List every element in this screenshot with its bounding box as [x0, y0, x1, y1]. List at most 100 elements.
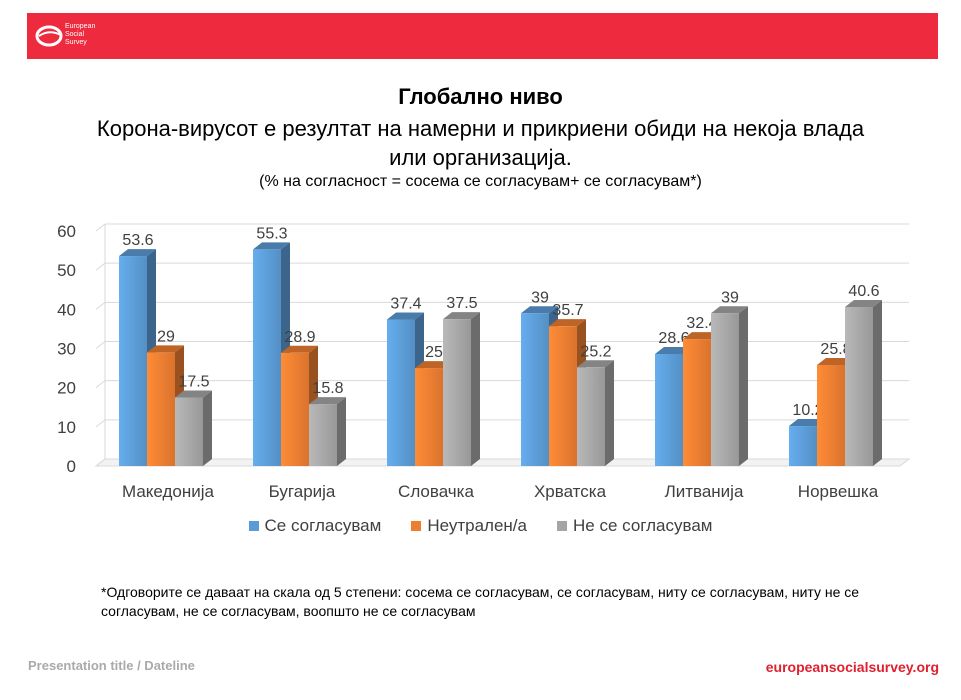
data-label: 10.2	[792, 402, 823, 419]
bar	[683, 339, 711, 466]
bar	[789, 426, 817, 466]
chart-floor	[94, 458, 911, 467]
chart-legend: Се согласувам Неутрален/а Не се согласувам	[0, 516, 961, 536]
bar-chart: 0 10 20 30 40 50 60 53.6 29 17.5 Македонија 55.3 28.…	[57, 222, 911, 501]
data-label: 35.7	[552, 302, 583, 319]
header-banner: European Social Survey	[27, 13, 938, 59]
x-tick-label: Норвешка	[798, 482, 879, 501]
bar	[577, 367, 605, 466]
bar	[711, 313, 739, 466]
y-tick-label: 60	[57, 222, 76, 241]
data-label: 39	[531, 289, 549, 306]
subtitle-line-1: Корона-вирусот е резултат на намерни и п…	[96, 116, 865, 141]
gridline-side	[95, 419, 106, 428]
data-label: 37.4	[390, 296, 421, 313]
y-tick-label: 20	[57, 379, 76, 398]
bar-top	[253, 242, 290, 250]
legend-label: Се согласувам	[264, 516, 382, 535]
x-tick-label: Хрватска	[534, 482, 607, 501]
bar	[655, 353, 683, 466]
bar-side	[739, 306, 748, 466]
data-label: 53.6	[122, 232, 153, 249]
y-tick-label: 50	[57, 261, 76, 280]
chart-note: (% на согласност = сосема се согласувам+…	[259, 173, 702, 190]
legend-label: Неутрален/а	[427, 516, 527, 535]
bar-top	[655, 346, 692, 354]
legend-item: Се согласувам	[248, 516, 382, 536]
data-label: 32.4	[686, 315, 717, 332]
bar-top	[845, 299, 882, 307]
legend-swatch	[248, 521, 259, 531]
bar-top	[817, 357, 854, 365]
bar-side	[203, 390, 212, 466]
gridline-side	[95, 380, 106, 389]
x-tick-label: Македонија	[122, 482, 215, 501]
gridline-side	[95, 262, 106, 271]
legend-swatch	[557, 521, 567, 531]
bar-top	[281, 345, 318, 353]
legend-label: Не се согласувам	[573, 516, 713, 535]
ess-logo-icon	[35, 25, 63, 47]
gridline-side	[95, 341, 106, 349]
bar-top	[577, 360, 614, 368]
bar	[845, 306, 873, 466]
data-label: 29	[157, 328, 175, 345]
bar-top	[443, 312, 480, 320]
data-label: 25.8	[820, 341, 851, 358]
logo-line-3: Survey	[65, 39, 87, 46]
footer-website-link[interactable]: europeansocialsurvey.org	[765, 659, 939, 675]
y-tick-label: 30	[57, 340, 76, 359]
bar-side	[605, 360, 614, 466]
logo-line-2: Social	[65, 31, 85, 38]
bar-top	[387, 312, 424, 320]
y-tick-label: 10	[57, 418, 76, 437]
bar-top	[415, 361, 452, 369]
bar-side	[873, 299, 882, 466]
gridline-side	[95, 223, 106, 232]
data-label: 39	[721, 289, 739, 306]
bar-top	[711, 306, 748, 314]
bar	[147, 352, 175, 466]
bar	[549, 326, 577, 466]
bar-side	[337, 397, 346, 466]
data-label: 28.6	[658, 330, 689, 347]
data-label: 25.2	[580, 343, 611, 360]
gridline-side	[95, 301, 106, 310]
y-tick-label: 0	[67, 457, 76, 476]
legend-item: Не се согласувам	[557, 516, 712, 536]
bar	[415, 368, 443, 466]
bar-top	[309, 397, 346, 405]
logo-line-1: European	[65, 23, 96, 30]
bar	[521, 313, 549, 466]
data-label: 55.3	[256, 225, 287, 242]
footnote: *Одговорите се даваат на скала од 5 степ…	[101, 584, 860, 619]
x-tick-label: Словачка	[398, 482, 474, 501]
x-tick-label: Бугарија	[269, 482, 336, 501]
y-tick-label: 40	[57, 300, 76, 319]
ess-logo: European Social Survey	[35, 21, 125, 53]
bar	[281, 352, 309, 466]
data-label: 28.9	[284, 329, 315, 346]
chart-subtitle: Корона-вирусот е резултат на намерни и п…	[0, 114, 961, 172]
bar-top	[521, 306, 558, 314]
bar	[175, 397, 203, 466]
bar	[309, 404, 337, 466]
legend-swatch	[411, 521, 422, 531]
footer-presentation-title: Presentation title / Dateline	[28, 658, 195, 673]
bar-side	[471, 312, 480, 466]
data-label: 25	[425, 344, 443, 361]
bar-top	[549, 319, 586, 327]
bar-top	[119, 249, 156, 257]
bar	[119, 256, 147, 466]
bar	[443, 319, 471, 466]
bar	[253, 249, 281, 466]
bar-top	[789, 419, 826, 427]
bar-top	[147, 345, 184, 353]
bar	[817, 364, 845, 466]
subtitle-line-2: или организација.	[389, 145, 572, 170]
chart-title: Глобално ниво	[398, 84, 563, 109]
data-label: 37.5	[446, 295, 477, 312]
bar	[387, 319, 415, 466]
ess-logo-text: European Social Survey	[65, 23, 95, 47]
